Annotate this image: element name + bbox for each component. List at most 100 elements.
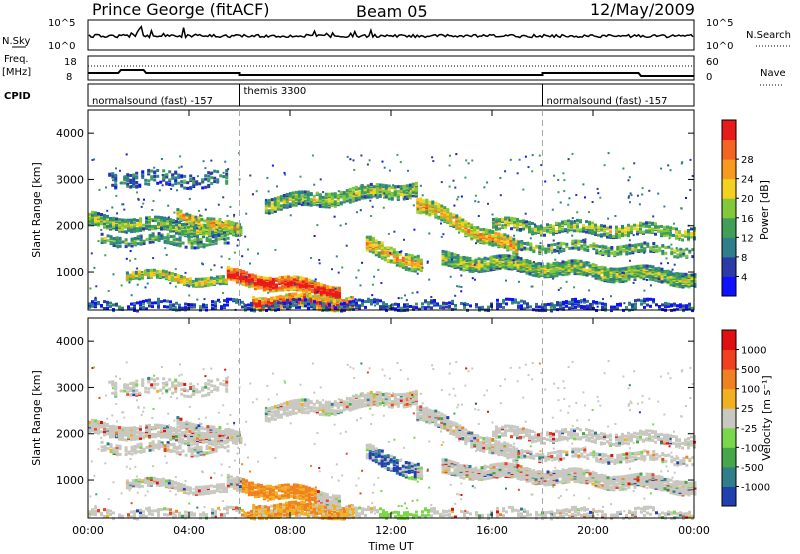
power-cell — [114, 183, 118, 187]
power-cell — [172, 234, 176, 238]
power-cell — [450, 262, 454, 266]
power-cell — [176, 274, 180, 278]
power-cell — [425, 198, 429, 202]
nsky-trace — [88, 25, 694, 40]
power-cell — [443, 214, 447, 218]
power-cell — [639, 221, 642, 225]
power-cell — [258, 297, 262, 300]
power-cell — [232, 268, 236, 272]
power-cell — [586, 299, 589, 303]
power-cell — [180, 174, 184, 178]
power-cell — [162, 169, 166, 173]
power-cell — [360, 188, 364, 192]
power-cell — [451, 302, 454, 306]
power-cell — [460, 302, 463, 305]
power-cell — [501, 217, 504, 221]
power-cell — [521, 241, 523, 243]
power-cell — [654, 222, 657, 226]
power-cell — [584, 196, 586, 199]
power-cell — [391, 306, 394, 310]
power-cell — [630, 270, 634, 274]
power-cell — [151, 224, 154, 228]
power-cell — [322, 284, 326, 288]
power-cell — [177, 173, 180, 176]
power-cell — [580, 301, 583, 304]
power-cell — [642, 222, 645, 226]
power-cell — [598, 301, 601, 305]
power-cell — [136, 309, 139, 313]
power-cell — [226, 265, 230, 269]
power-cell — [691, 309, 694, 313]
power-cell — [462, 258, 465, 261]
power-cell — [116, 246, 119, 249]
power-cell — [328, 303, 331, 307]
power-cell — [421, 302, 424, 306]
power-cell — [424, 299, 427, 303]
power-cell — [402, 184, 406, 188]
power-cell — [208, 243, 212, 246]
power-cell — [348, 194, 352, 198]
power-cell — [127, 226, 130, 230]
power-cell — [282, 194, 286, 197]
power-cell — [459, 260, 463, 264]
power-cell — [582, 183, 585, 186]
power-cell — [157, 239, 161, 243]
power-cell — [100, 232, 104, 236]
power-cell — [196, 234, 199, 238]
power-cell — [634, 243, 638, 247]
power-cell — [363, 185, 367, 189]
power-cell — [639, 227, 642, 231]
power-cell — [602, 298, 604, 300]
power-cell — [394, 307, 397, 311]
power-cell — [134, 276, 138, 280]
power-cell — [247, 285, 251, 289]
power-cell — [655, 248, 659, 252]
power-cell — [166, 236, 170, 240]
power-cell — [274, 283, 278, 287]
power-cell — [343, 302, 346, 305]
power-cell — [443, 206, 447, 210]
power-cell — [350, 296, 353, 298]
power-cell — [621, 271, 624, 274]
power-cell — [540, 233, 543, 237]
power-cell — [517, 304, 520, 308]
power-cell — [351, 186, 355, 190]
power-cell — [685, 197, 687, 199]
power-cell — [283, 275, 287, 279]
power-cell — [690, 232, 693, 236]
power-cell — [512, 243, 516, 247]
power-cell — [268, 276, 272, 280]
power-cell — [546, 266, 550, 269]
power-cell — [549, 224, 552, 227]
power-cell — [195, 180, 199, 184]
power-cell — [517, 246, 521, 250]
power-cell — [150, 175, 154, 179]
power-cell — [400, 306, 403, 310]
power-cell — [273, 197, 277, 201]
power-cell — [657, 229, 660, 233]
power-cell — [146, 282, 149, 285]
power-cell — [565, 242, 569, 246]
power-cell — [571, 304, 574, 308]
nsky-label: N.Sky — [2, 36, 30, 47]
power-cell — [541, 245, 545, 249]
power-cell — [643, 247, 647, 251]
power-cell — [380, 243, 384, 247]
power-cell — [442, 233, 445, 236]
power-cell — [109, 220, 112, 224]
power-cell — [385, 307, 388, 311]
power-cell — [609, 236, 612, 239]
power-cell — [136, 267, 139, 270]
power-cell — [151, 209, 154, 211]
power-cell — [195, 218, 198, 221]
power-cell — [125, 153, 128, 156]
power-cell — [462, 265, 466, 269]
power-cell — [495, 225, 498, 229]
power-cell — [631, 244, 635, 248]
power-cell — [607, 152, 610, 155]
power-cell — [558, 262, 562, 266]
power-cell — [597, 225, 600, 229]
freq-label: Freq. — [4, 54, 29, 65]
power-cell — [283, 171, 286, 174]
power-cell — [106, 214, 109, 218]
